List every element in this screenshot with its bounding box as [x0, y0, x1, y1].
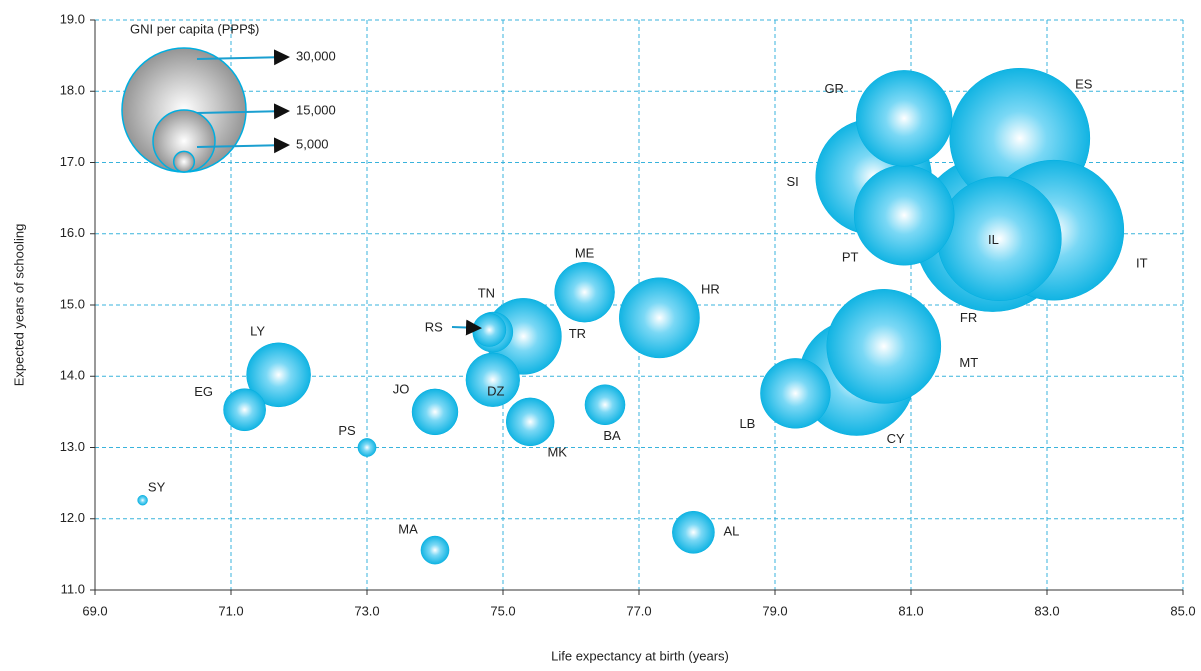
bubble — [937, 176, 1062, 301]
point-label: TN — [478, 285, 495, 300]
point-label: SY — [148, 480, 166, 495]
x-tick-label: 75.0 — [490, 603, 515, 618]
y-axis-title: Expected years of schooling — [11, 224, 26, 387]
y-tick-label: 17.0 — [60, 154, 85, 169]
point-label: AL — [723, 524, 739, 539]
point-label: PS — [338, 423, 356, 438]
x-tick-label: 81.0 — [898, 603, 923, 618]
point-label: RS — [425, 320, 443, 335]
point-label: LB — [739, 416, 755, 431]
bubbles — [137, 67, 1125, 565]
point-label: JO — [393, 381, 410, 396]
point-label: EG — [194, 384, 213, 399]
point-label: ME — [575, 246, 595, 261]
point-label: BA — [603, 428, 621, 443]
x-tick-label: 79.0 — [762, 603, 787, 618]
point-label: IT — [1136, 256, 1148, 271]
y-tick-label: 15.0 — [60, 296, 85, 311]
bubble — [357, 438, 377, 457]
y-tick-label: 16.0 — [60, 225, 85, 240]
bubble — [472, 313, 507, 347]
bubble — [465, 352, 520, 407]
point-label: CY — [887, 431, 905, 446]
bubble — [853, 164, 955, 266]
bubble — [411, 388, 459, 436]
point-label: MA — [398, 522, 418, 537]
point-label: DZ — [487, 383, 504, 398]
legend-label: 30,000 — [296, 48, 336, 63]
x-tick-label: 83.0 — [1034, 603, 1059, 618]
bubble — [760, 358, 831, 429]
legend: GNI per capita (PPP$) 30,000 15,000 5,000 — [121, 21, 336, 173]
point-label: TR — [569, 326, 586, 341]
point-label: GR — [824, 81, 844, 96]
bubble — [246, 342, 311, 408]
bubble — [619, 277, 700, 359]
y-tick-label: 14.0 — [60, 368, 85, 383]
bubble — [137, 495, 148, 506]
bubble — [223, 388, 266, 432]
point-label: IL — [988, 232, 999, 247]
y-tick-label: 13.0 — [60, 439, 85, 454]
y-tick-label: 12.0 — [60, 510, 85, 525]
point-label: MK — [547, 444, 567, 459]
x-tick-label: 73.0 — [354, 603, 379, 618]
point-label: LY — [250, 323, 265, 338]
point-label: PT — [842, 250, 859, 265]
point-label: MT — [959, 355, 978, 370]
legend-arrow — [196, 103, 290, 120]
legend-arrow — [196, 137, 290, 154]
x-tick-label: 71.0 — [218, 603, 243, 618]
legend-bubble — [172, 150, 196, 173]
point-label: FR — [960, 310, 977, 325]
bubble — [584, 384, 626, 426]
point-label: SI — [786, 174, 798, 189]
point-label: HR — [701, 281, 720, 296]
point-label: ES — [1075, 77, 1093, 92]
bubble — [856, 70, 953, 167]
y-tick-label: 18.0 — [60, 83, 85, 98]
legend-label: 15,000 — [296, 102, 336, 117]
y-tick-label: 11.0 — [61, 581, 85, 596]
x-tick-label: 69.0 — [82, 603, 107, 618]
x-tick-label: 85.0 — [1170, 603, 1195, 618]
legend-arrow — [196, 49, 290, 66]
bubble — [420, 535, 450, 565]
rs-arrow — [451, 319, 482, 336]
bubble — [554, 261, 615, 323]
labels: SY EG LY PS JO MA RS TN DZ TR MK ME BA HR AL LB CY MT PT SI… — [148, 77, 1148, 539]
y-tick-label: 19.0 — [60, 11, 85, 26]
bubble — [826, 289, 942, 404]
bubble — [672, 510, 715, 554]
legend-label: 5,000 — [296, 136, 329, 151]
x-tick-label: 77.0 — [626, 603, 651, 618]
legend-title: GNI per capita (PPP$) — [130, 21, 259, 36]
x-axis-title: Life expectancy at birth (years) — [551, 648, 729, 663]
bubble — [505, 397, 555, 447]
